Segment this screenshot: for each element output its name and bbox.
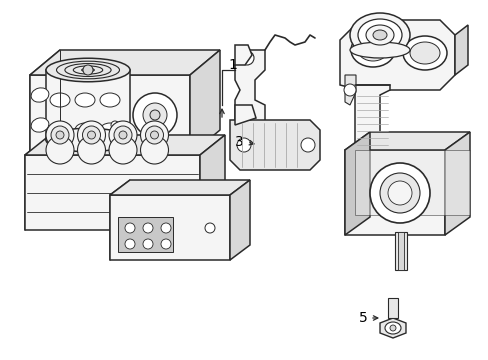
Polygon shape xyxy=(110,180,249,195)
Circle shape xyxy=(301,138,314,152)
Circle shape xyxy=(369,163,429,223)
Polygon shape xyxy=(235,50,264,135)
Circle shape xyxy=(83,65,93,75)
Ellipse shape xyxy=(350,33,394,67)
Circle shape xyxy=(161,223,171,233)
Circle shape xyxy=(133,93,177,137)
Circle shape xyxy=(142,103,167,127)
Polygon shape xyxy=(25,135,224,155)
Text: 5: 5 xyxy=(359,311,367,325)
Circle shape xyxy=(240,51,253,65)
Polygon shape xyxy=(229,180,249,260)
Circle shape xyxy=(150,110,160,120)
Text: 2: 2 xyxy=(223,193,231,207)
Polygon shape xyxy=(30,50,220,75)
Polygon shape xyxy=(444,132,469,235)
Ellipse shape xyxy=(365,25,393,45)
Ellipse shape xyxy=(100,93,120,107)
Circle shape xyxy=(109,136,137,164)
Circle shape xyxy=(142,239,153,249)
Polygon shape xyxy=(339,20,454,90)
Ellipse shape xyxy=(402,36,446,70)
Circle shape xyxy=(46,121,74,149)
Circle shape xyxy=(125,239,135,249)
Polygon shape xyxy=(345,75,355,105)
Circle shape xyxy=(379,173,419,213)
Ellipse shape xyxy=(31,88,49,102)
Circle shape xyxy=(77,136,105,164)
Ellipse shape xyxy=(357,39,387,61)
Ellipse shape xyxy=(50,123,70,137)
Circle shape xyxy=(150,131,158,139)
Circle shape xyxy=(387,181,411,205)
Polygon shape xyxy=(235,45,251,65)
Circle shape xyxy=(119,131,127,139)
Circle shape xyxy=(51,126,69,144)
Polygon shape xyxy=(25,155,200,230)
Circle shape xyxy=(114,126,132,144)
Bar xyxy=(394,232,406,270)
Polygon shape xyxy=(235,105,256,125)
Ellipse shape xyxy=(384,322,400,334)
Text: 4: 4 xyxy=(350,25,359,39)
Circle shape xyxy=(109,121,137,149)
Ellipse shape xyxy=(409,42,439,64)
Polygon shape xyxy=(200,135,224,230)
Ellipse shape xyxy=(46,128,130,152)
Circle shape xyxy=(46,136,74,164)
Ellipse shape xyxy=(357,19,401,51)
Circle shape xyxy=(140,136,168,164)
Ellipse shape xyxy=(100,123,120,137)
Polygon shape xyxy=(345,132,369,235)
Ellipse shape xyxy=(31,118,49,132)
Circle shape xyxy=(77,121,105,149)
Polygon shape xyxy=(454,25,467,75)
Polygon shape xyxy=(30,50,60,155)
Circle shape xyxy=(237,138,250,152)
Circle shape xyxy=(343,84,355,96)
Text: 1: 1 xyxy=(227,58,236,72)
Polygon shape xyxy=(190,50,220,155)
Polygon shape xyxy=(345,132,469,150)
Bar xyxy=(397,232,403,270)
Ellipse shape xyxy=(372,30,386,40)
Circle shape xyxy=(204,223,215,233)
Circle shape xyxy=(125,223,135,233)
Circle shape xyxy=(87,131,95,139)
Circle shape xyxy=(56,131,64,139)
Polygon shape xyxy=(46,70,130,140)
Ellipse shape xyxy=(349,13,409,57)
Polygon shape xyxy=(354,150,469,215)
Ellipse shape xyxy=(75,93,95,107)
Circle shape xyxy=(82,126,101,144)
Polygon shape xyxy=(110,195,229,260)
Ellipse shape xyxy=(349,42,409,58)
Polygon shape xyxy=(30,75,190,155)
Circle shape xyxy=(145,126,163,144)
Bar xyxy=(387,298,397,318)
Polygon shape xyxy=(354,85,389,150)
Circle shape xyxy=(140,121,168,149)
Polygon shape xyxy=(345,150,444,235)
Polygon shape xyxy=(110,180,130,260)
Text: 3: 3 xyxy=(235,135,244,149)
Bar xyxy=(118,217,173,252)
Polygon shape xyxy=(229,120,319,170)
Polygon shape xyxy=(379,318,405,338)
Ellipse shape xyxy=(50,93,70,107)
Circle shape xyxy=(389,325,395,331)
Circle shape xyxy=(241,106,252,118)
Ellipse shape xyxy=(75,123,95,137)
Circle shape xyxy=(161,239,171,249)
Circle shape xyxy=(142,223,153,233)
Ellipse shape xyxy=(46,58,130,82)
Polygon shape xyxy=(25,135,50,230)
Circle shape xyxy=(111,121,119,129)
